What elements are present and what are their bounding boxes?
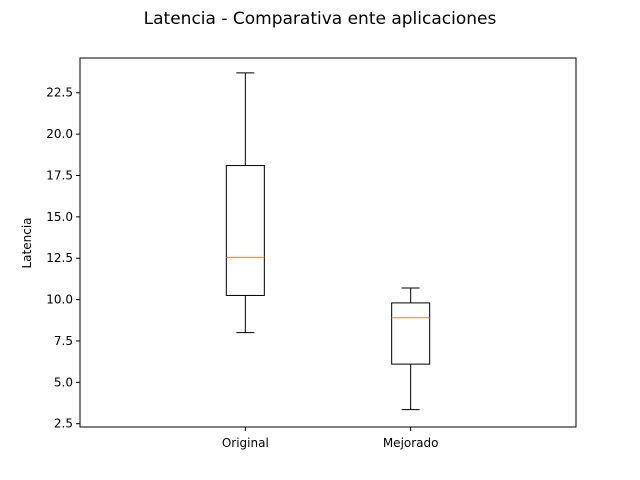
x-tick-label: Mejorado <box>383 436 439 450</box>
y-tick-label: 20.0 <box>46 127 73 141</box>
y-tick-label: 22.5 <box>46 86 73 100</box>
y-tick-label: 10.0 <box>46 293 73 307</box>
chart-title: Latencia - Comparativa ente aplicaciones <box>144 9 497 29</box>
box-iqr <box>391 302 431 365</box>
x-tick-label: Original <box>222 436 269 450</box>
y-tick-label: 15.0 <box>46 210 73 224</box>
plot-frame <box>79 57 577 428</box>
y-tick-label: 5.0 <box>54 375 73 389</box>
y-tick-label: 2.5 <box>54 417 73 431</box>
box-iqr <box>225 165 265 296</box>
y-tick-label: 17.5 <box>46 168 73 182</box>
y-tick-label: 12.5 <box>46 251 73 265</box>
y-tick-label: 7.5 <box>54 334 73 348</box>
plot-area: 2.5 5.0 7.5 10.0 12.5 15.0 17.5 20.0 22.5 Origina… <box>46 57 577 450</box>
y-axis-label: Latencia <box>20 217 34 268</box>
